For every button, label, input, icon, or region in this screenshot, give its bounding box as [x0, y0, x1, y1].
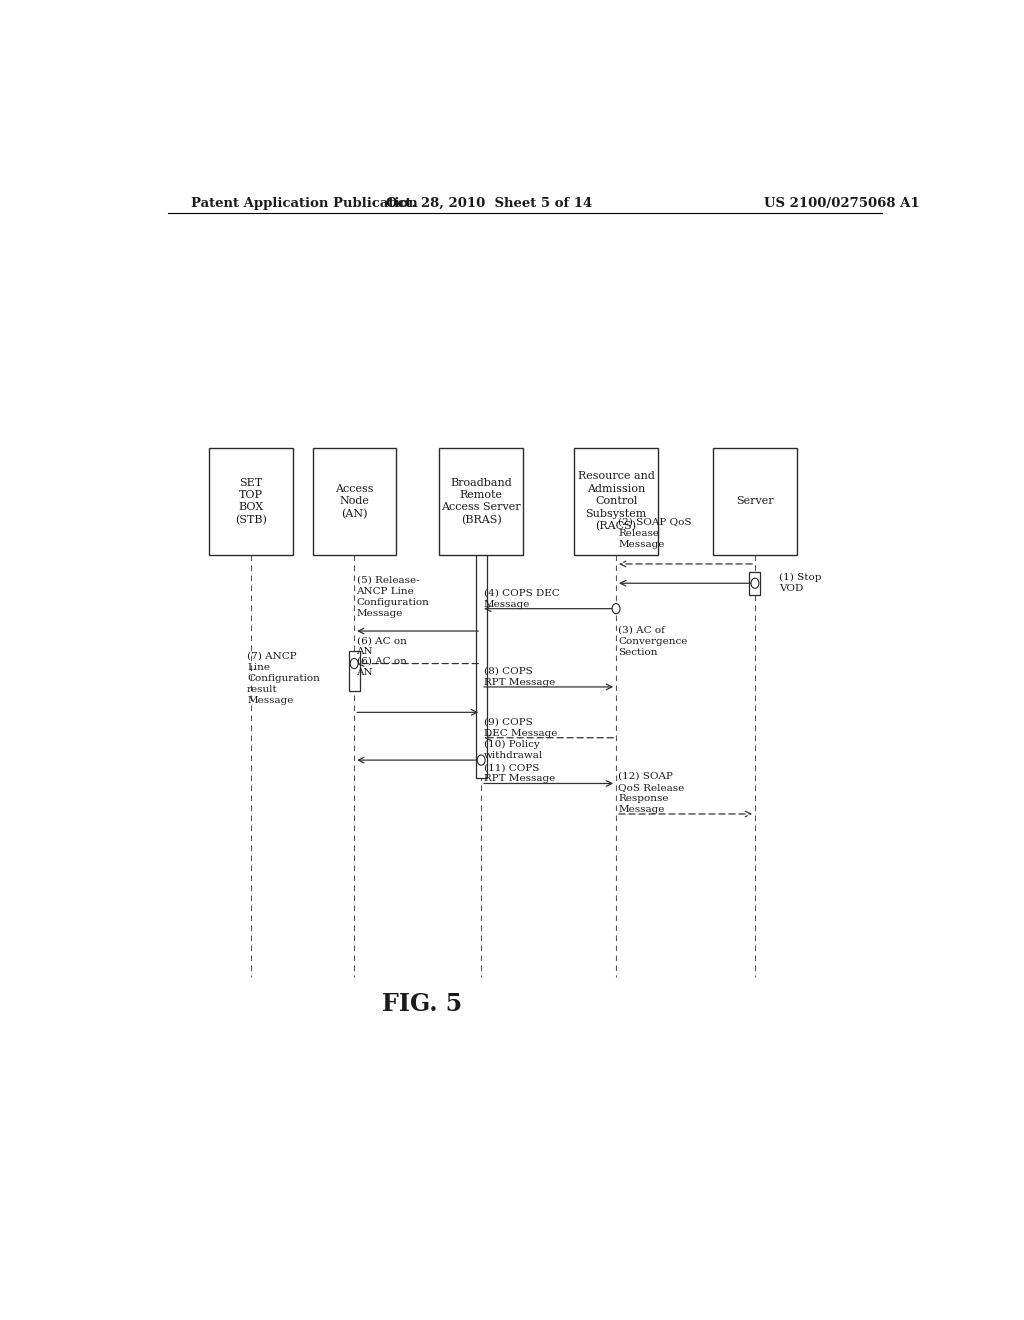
Text: Oct. 28, 2010  Sheet 5 of 14: Oct. 28, 2010 Sheet 5 of 14 — [386, 197, 592, 210]
Circle shape — [612, 603, 621, 614]
Text: Broadband
Remote
Access Server
(BRAS): Broadband Remote Access Server (BRAS) — [441, 478, 521, 525]
Text: FIG. 5: FIG. 5 — [382, 993, 462, 1016]
Text: Patent Application Publication: Patent Application Publication — [191, 197, 418, 210]
Text: (6) AC on
AN: (6) AC on AN — [356, 636, 407, 656]
FancyBboxPatch shape — [475, 545, 486, 779]
Text: (7) ANCP
Line
Configuration
result
Message: (7) ANCP Line Configuration result Messa… — [247, 652, 319, 705]
Text: (4) COPS DEC
Message: (4) COPS DEC Message — [483, 589, 559, 609]
Text: US 2100/0275068 A1: US 2100/0275068 A1 — [765, 197, 920, 210]
Text: (11) COPS
RPT Message: (11) COPS RPT Message — [483, 763, 555, 784]
FancyBboxPatch shape — [348, 651, 359, 690]
Text: (3) AC of
Convergence
Section: (3) AC of Convergence Section — [618, 626, 688, 657]
Text: Server: Server — [736, 496, 774, 507]
Circle shape — [751, 578, 759, 589]
Text: (12) SOAP
QoS Release
Response
Message: (12) SOAP QoS Release Response Message — [618, 772, 685, 814]
Circle shape — [477, 755, 485, 766]
FancyBboxPatch shape — [209, 447, 293, 554]
Text: (2) SOAP QoS
Release
Message: (2) SOAP QoS Release Message — [618, 517, 692, 549]
Text: Access
Node
(AN): Access Node (AN) — [335, 484, 374, 519]
Circle shape — [350, 659, 358, 669]
Text: (5) Release-
ANCP Line
Configuration
Message: (5) Release- ANCP Line Configuration Mes… — [356, 576, 429, 618]
Text: (10) Policy
withdrawal: (10) Policy withdrawal — [483, 741, 543, 760]
Text: (8) COPS
RPT Message: (8) COPS RPT Message — [483, 667, 555, 686]
Text: SET
TOP
BOX
(STB): SET TOP BOX (STB) — [236, 478, 267, 525]
FancyBboxPatch shape — [714, 447, 797, 554]
Text: (9) COPS
DEC Message: (9) COPS DEC Message — [483, 718, 557, 738]
Text: (6) AC on
AN: (6) AC on AN — [356, 656, 407, 677]
Text: (1) Stop
VOD: (1) Stop VOD — [778, 573, 821, 594]
FancyBboxPatch shape — [439, 447, 523, 554]
FancyBboxPatch shape — [574, 447, 657, 554]
FancyBboxPatch shape — [312, 447, 396, 554]
Text: Resource and
Admission
Control
Subsystem
(RACS): Resource and Admission Control Subsystem… — [578, 471, 654, 532]
FancyBboxPatch shape — [750, 572, 761, 595]
